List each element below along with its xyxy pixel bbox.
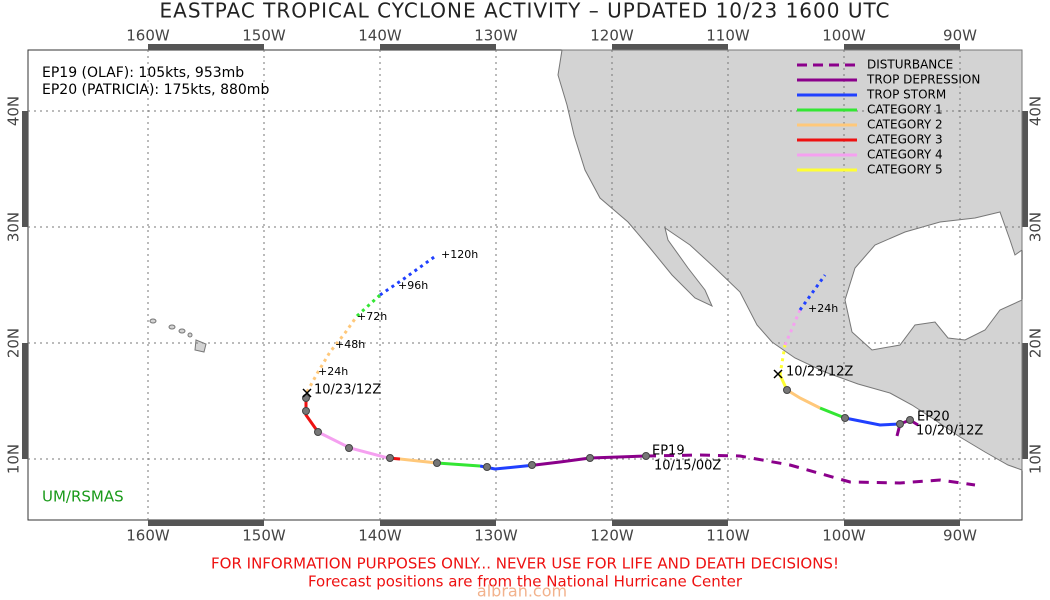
current-position (773, 369, 783, 379)
frame-bar (844, 44, 960, 50)
disclaimer: FOR INFORMATION PURPOSES ONLY... NEVER U… (211, 555, 839, 573)
lon-label: 150W (242, 527, 286, 545)
lon-label: 130W (474, 527, 518, 545)
current-position (302, 388, 312, 398)
track (305, 315, 359, 393)
track-label: 10/23/12Z (786, 365, 853, 380)
lat-label: 40N (5, 96, 23, 126)
title: EASTPAC TROPICAL CYCLONE ACTIVITY – UPDA… (160, 0, 891, 23)
frame-bars (22, 44, 1028, 526)
lon-label: 150W (242, 27, 286, 45)
legend-label: CATEGORY 3 (867, 133, 943, 147)
legend-label: CATEGORY 1 (867, 103, 943, 117)
track (844, 416, 901, 427)
track (379, 253, 438, 297)
lon-label: 110W (706, 27, 750, 45)
frame-bar (612, 44, 728, 50)
lon-label: 130W (474, 27, 518, 45)
track-label: EP19 (652, 444, 685, 459)
lon-label: 140W (358, 27, 402, 45)
lat-label: 40N (1027, 96, 1045, 126)
lat-label: 30N (5, 212, 23, 242)
lon-label: 100W (822, 27, 866, 45)
track-point (433, 459, 441, 467)
lon-label: 120W (590, 27, 634, 45)
track (534, 454, 647, 467)
lat-label: 30N (1027, 212, 1045, 242)
track (399, 457, 438, 465)
lat-label: 10N (1027, 444, 1045, 474)
lat-label: 20N (5, 328, 23, 358)
track (895, 418, 919, 437)
track-point (483, 463, 491, 471)
lon-label: 90W (943, 527, 977, 545)
frame-bar (148, 520, 264, 526)
track-point (783, 386, 791, 394)
track-label: 10/20/12Z (916, 424, 983, 439)
track-label: +120h (441, 248, 478, 261)
track-label: +24h (318, 365, 348, 378)
track (786, 388, 821, 410)
track (355, 293, 382, 318)
track (436, 461, 481, 468)
legend-label: CATEGORY 2 (867, 118, 943, 132)
track (778, 344, 787, 376)
track-point (906, 416, 914, 424)
track-label: EP20 (917, 410, 950, 425)
track-point (345, 444, 353, 452)
track-label: +72h (357, 310, 387, 323)
legend-label: CATEGORY 4 (867, 148, 943, 162)
labels: 160W 160W 150W 150W 140W 140W 130W 130W 120W 120W… (5, 27, 1045, 545)
track (645, 453, 976, 487)
lat-label: 20N (1027, 328, 1045, 358)
legend-label: TROP STORM (866, 88, 946, 102)
track-point (642, 452, 650, 460)
frame-bar (1022, 111, 1028, 227)
track-point (841, 414, 849, 422)
frame-bar (148, 44, 264, 50)
track-point (896, 420, 904, 428)
frame-bar (1022, 343, 1028, 459)
lon-label: 160W (126, 27, 170, 45)
frame-bar (22, 343, 28, 459)
land (557, 49, 1023, 471)
frame-bar (612, 520, 728, 526)
lon-label: 100W (822, 527, 866, 545)
lon-label: 120W (590, 527, 634, 545)
track (819, 406, 846, 420)
frame-bar (22, 111, 28, 227)
track-label: 10/23/12Z (314, 383, 381, 398)
credit: UM/RSMAS (42, 488, 124, 506)
track-point (528, 461, 536, 469)
track-point (586, 454, 594, 462)
lat-label: 10N (5, 444, 23, 474)
lon-label: 140W (358, 527, 402, 545)
track-point (314, 428, 322, 436)
watermark: albran.com (477, 582, 567, 600)
track-label: +96h (398, 279, 428, 292)
tracks (302, 253, 976, 487)
lon-label: 160W (126, 527, 170, 545)
lon-label: 110W (706, 527, 750, 545)
frame-bar (844, 520, 960, 526)
note: Forecast positions are from the National… (308, 573, 743, 591)
track-label: 10/15/00Z (654, 459, 721, 474)
track (798, 274, 827, 311)
frame-bar (380, 520, 496, 526)
track-point (386, 454, 394, 462)
legend-label: TROP DEPRESSION (866, 73, 980, 87)
storm-info: EP19 (OLAF): 105kts, 953mb (42, 65, 244, 81)
frame-bar (380, 44, 496, 50)
storm-info: EP20 (PATRICIA): 175kts, 880mb (42, 82, 269, 98)
legend-label: DISTURBANCE (867, 58, 953, 72)
legend-label: CATEGORY 5 (867, 163, 943, 177)
track-point (302, 407, 310, 415)
track-label: +24h (808, 302, 838, 315)
lon-label: 90W (943, 27, 977, 45)
track-label: +48h (335, 338, 365, 351)
